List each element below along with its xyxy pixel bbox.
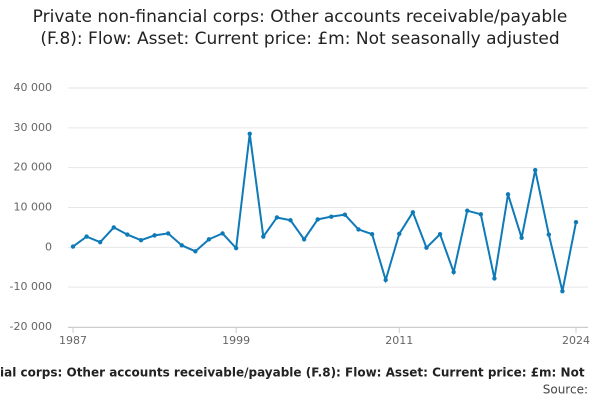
y-tick-label: 0	[45, 240, 52, 253]
point	[424, 245, 429, 250]
chart-title: Private non-financial corps: Other accou…	[32, 7, 568, 49]
y-tick-label: 30 000	[14, 121, 53, 134]
point	[84, 234, 89, 239]
point	[138, 237, 144, 243]
point	[451, 269, 456, 275]
point	[478, 212, 484, 217]
point	[233, 245, 239, 251]
point	[315, 217, 320, 222]
point	[546, 232, 552, 237]
footer: ial corps: Other accounts receivable/pay…	[0, 366, 585, 380]
x-tick-label: 2011	[385, 334, 413, 347]
x-tick-label: 1987	[59, 334, 87, 347]
point	[369, 231, 375, 237]
point	[179, 243, 184, 248]
point	[288, 218, 293, 223]
point	[261, 234, 266, 239]
point	[70, 244, 76, 249]
point	[437, 231, 443, 237]
point	[97, 239, 103, 245]
point	[206, 237, 212, 242]
y-tick-label: 10 000	[14, 201, 53, 214]
y-tick-label: -10 000	[10, 280, 52, 293]
source: Source:	[543, 383, 588, 397]
point	[165, 231, 171, 236]
y-tick-label: 40 000	[14, 81, 53, 94]
series-line	[72, 133, 577, 292]
point	[560, 288, 565, 294]
point	[519, 235, 524, 240]
point	[193, 249, 198, 254]
point	[410, 210, 416, 215]
point	[301, 237, 307, 242]
point	[505, 192, 511, 197]
point	[342, 212, 348, 217]
y-tick-label: 20 000	[14, 161, 53, 174]
point	[111, 225, 116, 230]
point	[356, 227, 361, 232]
point	[329, 214, 334, 219]
point	[492, 276, 497, 281]
point	[220, 231, 225, 236]
point	[247, 131, 252, 137]
point	[152, 233, 157, 238]
point	[465, 208, 470, 213]
x-tick-label: 2024	[562, 334, 590, 347]
point	[383, 277, 388, 283]
x-tick-label: 1999	[222, 334, 250, 347]
point	[274, 215, 280, 220]
point	[125, 232, 130, 237]
point	[533, 167, 538, 173]
point	[573, 220, 579, 225]
y-tick-label: -20 000	[10, 320, 52, 333]
point	[397, 231, 402, 236]
